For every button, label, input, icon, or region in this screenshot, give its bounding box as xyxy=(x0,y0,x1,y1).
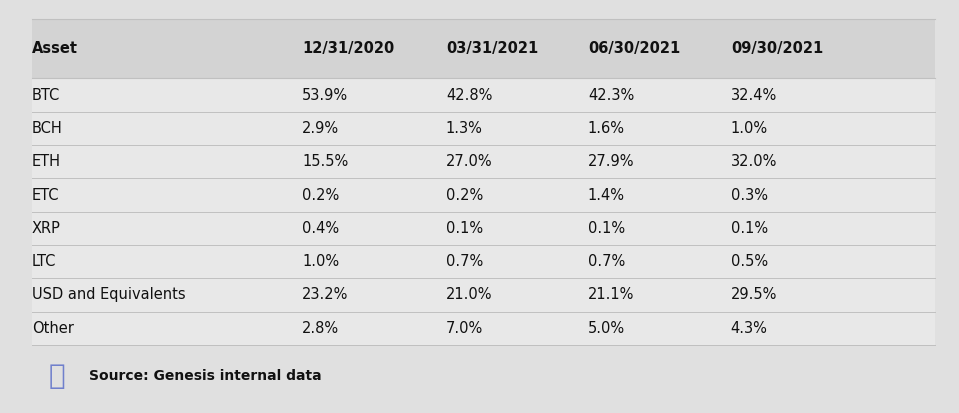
Text: USD and Equivalents: USD and Equivalents xyxy=(32,287,185,302)
Text: 21.0%: 21.0% xyxy=(446,287,492,302)
Text: 0.3%: 0.3% xyxy=(731,188,768,202)
Text: Ⓖ: Ⓖ xyxy=(49,362,65,390)
Text: LTC: LTC xyxy=(32,254,56,269)
Text: 15.5%: 15.5% xyxy=(302,154,348,169)
Text: 1.0%: 1.0% xyxy=(302,254,339,269)
Text: 7.0%: 7.0% xyxy=(446,321,483,336)
Bar xyxy=(32,311,935,345)
Text: 1.3%: 1.3% xyxy=(446,121,482,136)
Bar xyxy=(32,245,935,278)
Text: ETH: ETH xyxy=(32,154,60,169)
Text: 0.7%: 0.7% xyxy=(446,254,483,269)
Text: 0.2%: 0.2% xyxy=(302,188,339,202)
Text: 06/30/2021: 06/30/2021 xyxy=(588,41,680,56)
Text: 0.5%: 0.5% xyxy=(731,254,768,269)
Text: 0.1%: 0.1% xyxy=(446,221,483,236)
Bar xyxy=(32,19,935,78)
Text: 2.9%: 2.9% xyxy=(302,121,339,136)
Text: 42.8%: 42.8% xyxy=(446,88,492,102)
Bar xyxy=(32,145,935,178)
Bar xyxy=(32,211,935,245)
Text: BCH: BCH xyxy=(32,121,62,136)
Text: 53.9%: 53.9% xyxy=(302,88,348,102)
Text: 0.4%: 0.4% xyxy=(302,221,339,236)
Text: 27.9%: 27.9% xyxy=(588,154,634,169)
Text: 1.0%: 1.0% xyxy=(731,121,768,136)
Text: 03/31/2021: 03/31/2021 xyxy=(446,41,538,56)
Text: 1.6%: 1.6% xyxy=(588,121,625,136)
Text: 5.0%: 5.0% xyxy=(588,321,625,336)
Text: 27.0%: 27.0% xyxy=(446,154,493,169)
Text: 12/31/2020: 12/31/2020 xyxy=(302,41,394,56)
Text: 0.1%: 0.1% xyxy=(588,221,625,236)
Text: Other: Other xyxy=(32,321,74,336)
Text: 42.3%: 42.3% xyxy=(588,88,634,102)
Text: 29.5%: 29.5% xyxy=(731,287,777,302)
Text: Asset: Asset xyxy=(32,41,78,56)
Bar xyxy=(32,278,935,311)
Bar xyxy=(32,78,935,112)
Text: 21.1%: 21.1% xyxy=(588,287,634,302)
Text: 4.3%: 4.3% xyxy=(731,321,767,336)
Text: 32.0%: 32.0% xyxy=(731,154,777,169)
Text: BTC: BTC xyxy=(32,88,59,102)
Bar xyxy=(32,178,935,211)
Text: 1.4%: 1.4% xyxy=(588,188,625,202)
Text: Source: Genesis internal data: Source: Genesis internal data xyxy=(89,369,322,383)
Text: 09/30/2021: 09/30/2021 xyxy=(731,41,823,56)
Text: XRP: XRP xyxy=(32,221,60,236)
Text: 0.1%: 0.1% xyxy=(731,221,768,236)
Text: 32.4%: 32.4% xyxy=(731,88,777,102)
Text: 0.7%: 0.7% xyxy=(588,254,625,269)
Text: 23.2%: 23.2% xyxy=(302,287,348,302)
Text: ETC: ETC xyxy=(32,188,59,202)
Text: 2.8%: 2.8% xyxy=(302,321,339,336)
Bar xyxy=(32,112,935,145)
Text: 0.2%: 0.2% xyxy=(446,188,483,202)
